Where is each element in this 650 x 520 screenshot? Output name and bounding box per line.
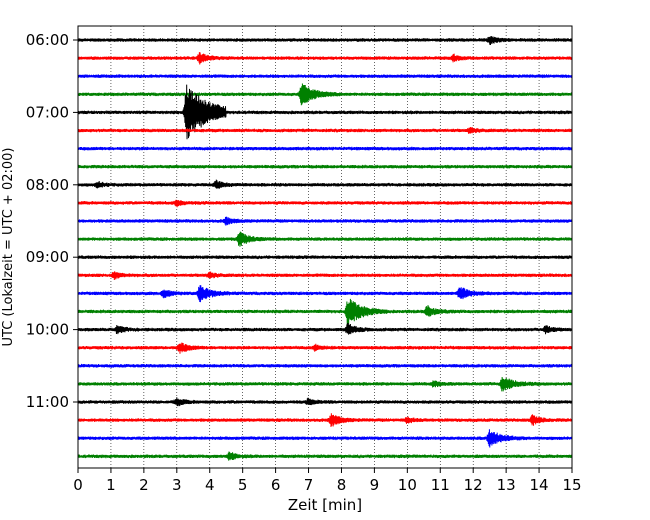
seismogram-trace <box>77 342 573 354</box>
x-tick-label: 1 <box>106 476 116 494</box>
seismogram-trace <box>77 216 573 226</box>
seismogram-trace <box>77 255 573 260</box>
y-tick-label: 09:00 <box>26 248 69 266</box>
seismogram-trace <box>77 363 573 368</box>
seismogram-trace <box>77 322 573 335</box>
seismogram-trace <box>77 36 573 46</box>
seismogram-trace <box>77 451 573 461</box>
seismogram-trace <box>77 285 573 303</box>
y-tick-label: 07:00 <box>26 103 69 121</box>
seismogram-trace <box>77 231 573 247</box>
x-tick-label: 6 <box>271 476 281 494</box>
y-tick-label: 06:00 <box>26 31 69 49</box>
x-tick-label: 3 <box>172 476 182 494</box>
x-tick-label: 4 <box>205 476 215 494</box>
x-tick-label: 2 <box>139 476 149 494</box>
y-tick-label: 10:00 <box>26 321 69 339</box>
y-tick-label: 08:00 <box>26 176 69 194</box>
y-axis-label: UTC (Lokalzeit = UTC + 02:00) <box>1 148 16 347</box>
x-tick-label: 10 <box>398 476 417 494</box>
seismogram-trace <box>77 146 573 151</box>
seismogram-trace <box>77 199 573 208</box>
plot-frame <box>77 25 573 469</box>
seismogram-trace <box>77 271 573 281</box>
seismogram-trace <box>77 74 573 79</box>
seismogram-trace <box>77 298 573 325</box>
seismogram-trace <box>77 84 573 140</box>
x-tick-label: 14 <box>530 476 549 494</box>
trace-group <box>77 36 573 461</box>
axis-ticks: 0 1 2 3 4 5 6 7 8 9 10 11 12 13 14 1506:0007:0008:0009:… <box>26 31 582 494</box>
seismogram-trace <box>77 413 573 427</box>
seismogram-trace <box>77 397 573 407</box>
seismogram-trace <box>77 52 573 65</box>
x-tick-label: 5 <box>238 476 248 494</box>
x-tick-label: 15 <box>562 476 581 494</box>
seismogram-trace <box>77 376 573 392</box>
x-tick-label: 0 <box>73 476 83 494</box>
x-axis-label: Zeit [min] <box>288 496 362 514</box>
seismogram-trace <box>77 164 573 169</box>
x-tick-label: 12 <box>464 476 483 494</box>
seismogram-trace <box>77 126 573 134</box>
seismogram-trace <box>77 83 573 106</box>
x-tick-label: 9 <box>370 476 380 494</box>
seismogram-trace <box>77 179 573 189</box>
seismogram-trace <box>77 429 573 448</box>
x-tick-label: 7 <box>304 476 314 494</box>
y-tick-label: 11:00 <box>26 393 69 411</box>
x-tick-label: 13 <box>497 476 516 494</box>
x-tick-label: 8 <box>337 476 347 494</box>
x-tick-label: 11 <box>431 476 450 494</box>
